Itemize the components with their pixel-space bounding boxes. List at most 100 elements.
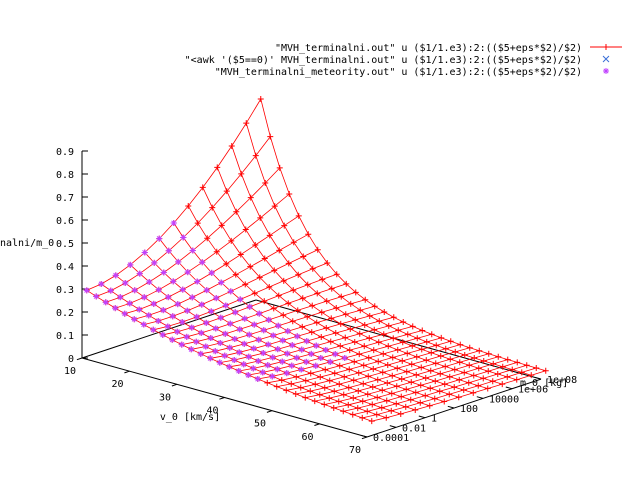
meteorite-point [155, 317, 162, 324]
data-point [471, 355, 478, 362]
data-point [375, 358, 382, 365]
meteorite-point [183, 333, 190, 340]
data-point [324, 259, 331, 266]
data-point [270, 305, 277, 312]
data-point [318, 309, 325, 316]
meteorite-point [293, 354, 300, 361]
data-point [335, 398, 342, 405]
data-point [533, 364, 540, 371]
data-point [323, 324, 330, 331]
meteorite-point [235, 367, 242, 374]
data-point [333, 271, 340, 278]
meteorite-point [221, 352, 228, 359]
surface-mesh-line [134, 233, 309, 320]
data-point [312, 381, 319, 388]
surface-mesh-line [105, 167, 281, 303]
meteorite-point [131, 316, 138, 323]
meteorite-point [159, 331, 166, 338]
m-tick [476, 396, 484, 399]
data-point [346, 347, 353, 354]
data-point [426, 402, 433, 409]
meteorite-point [284, 328, 291, 335]
meteorite-point [174, 328, 181, 335]
legend-label: "MVH_terminalni_meteority.out" u ($1/1.e… [215, 67, 582, 78]
meteorite-point [202, 343, 209, 350]
data-point [404, 331, 411, 338]
meteorite-point [240, 361, 247, 368]
meteorite-point [237, 296, 244, 303]
meteorite-point [255, 336, 262, 343]
data-point [395, 327, 402, 334]
data-point [374, 394, 381, 401]
surface-mesh-line [115, 193, 290, 309]
data-point [381, 309, 388, 316]
m-tick [534, 376, 542, 380]
meteorite-point [213, 295, 220, 302]
meteorite-point [160, 269, 167, 276]
meteorite-point [165, 247, 172, 254]
surface-mesh-line [86, 98, 262, 291]
meteorite-point [232, 309, 239, 316]
z-tick-label: 0 [68, 354, 74, 365]
meteorite-point [260, 350, 267, 357]
data-point [400, 319, 407, 326]
data-point [290, 287, 297, 294]
data-point [489, 378, 496, 385]
data-point [460, 387, 467, 394]
meteorite-point [246, 331, 253, 338]
m-tick-label: 0.0001 [373, 433, 409, 444]
data-point [451, 366, 458, 373]
data-point [299, 323, 306, 330]
data-point [321, 384, 328, 391]
data-point [371, 326, 378, 333]
data-point [379, 369, 386, 376]
meteorite-point [226, 363, 233, 370]
data-point [302, 377, 309, 384]
data-point [314, 290, 321, 297]
data-point [490, 360, 497, 367]
data-point [475, 365, 482, 372]
meteorite-point [165, 294, 172, 301]
v-tick [171, 383, 178, 387]
data-point [413, 371, 420, 378]
data-point [428, 349, 435, 356]
data-point [528, 372, 535, 379]
data-point [247, 263, 254, 270]
data-point [328, 315, 335, 322]
data-point [266, 284, 273, 291]
data-point [337, 320, 344, 327]
data-point [209, 204, 216, 211]
meteorite-point [151, 259, 158, 266]
data-point [336, 362, 343, 369]
data-point [267, 133, 274, 140]
data-point [323, 298, 330, 305]
data-point [413, 353, 420, 360]
legend-label: "<awk '($5==0)' MVH_terminalni.out" u ($… [185, 55, 582, 66]
data-point [280, 312, 287, 319]
data-point [384, 361, 391, 368]
data-point [390, 335, 397, 342]
data-point [362, 296, 369, 303]
data-point [389, 354, 396, 361]
data-point [446, 391, 453, 398]
data-point [228, 142, 235, 149]
meteorite-point [226, 344, 233, 351]
data-point [350, 395, 357, 402]
meteorite-point [251, 321, 258, 328]
data-point [504, 356, 511, 363]
data-point [404, 350, 411, 357]
z-tick-label: 0.2 [56, 308, 74, 319]
y-axis-title: m_0 [kg] [520, 378, 568, 389]
meteorite-point [155, 286, 162, 293]
meteorite-point [207, 355, 214, 362]
data-point [397, 410, 404, 417]
data-point [326, 395, 333, 402]
surface-mesh-line [124, 215, 300, 315]
data-point [351, 358, 358, 365]
data-point [342, 311, 349, 318]
data-point [252, 152, 259, 159]
legend-marker [603, 68, 609, 74]
data-point [237, 251, 244, 258]
data-point [452, 348, 459, 355]
data-point [431, 395, 438, 402]
